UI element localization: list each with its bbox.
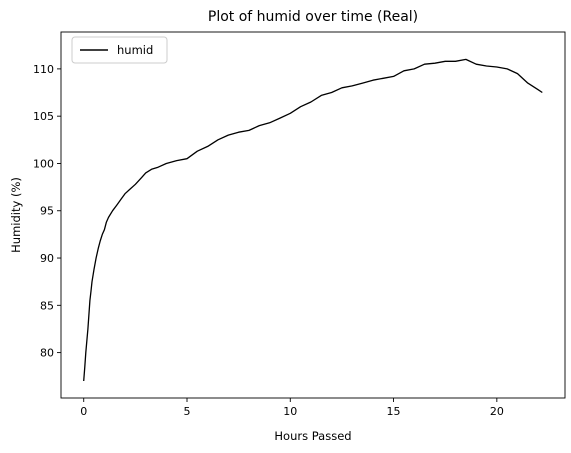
series-layer (83, 58, 543, 382)
x-tick-label: 5 (184, 405, 191, 418)
legend-label-humid: humid (117, 43, 153, 57)
y-tick-label: 85 (40, 299, 54, 312)
y-axis: 80 85 90 95 100 105 110 (33, 63, 61, 360)
legend: humid (71, 36, 168, 64)
legend-box (71, 36, 168, 64)
chart-title: Plot of humid over time (Real) (208, 9, 418, 25)
x-tick-label: 10 (283, 405, 297, 418)
y-tick-label: 110 (33, 63, 54, 76)
x-axis-label: Hours Passed (274, 429, 351, 443)
y-tick-label: 95 (40, 205, 54, 218)
y-tick-label: 105 (33, 110, 54, 123)
y-tick-label: 80 (40, 347, 54, 360)
y-axis-label: Humidity (%) (9, 177, 23, 253)
x-tick-label: 20 (490, 405, 504, 418)
y-tick-label: 100 (33, 157, 54, 170)
series-line-humid (83, 58, 543, 382)
x-tick-label: 15 (387, 405, 401, 418)
y-tick-label: 90 (40, 252, 54, 265)
x-tick-label: 0 (80, 405, 87, 418)
x-axis: 0 5 10 15 20 (80, 398, 504, 418)
plot-frame (60, 31, 566, 399)
